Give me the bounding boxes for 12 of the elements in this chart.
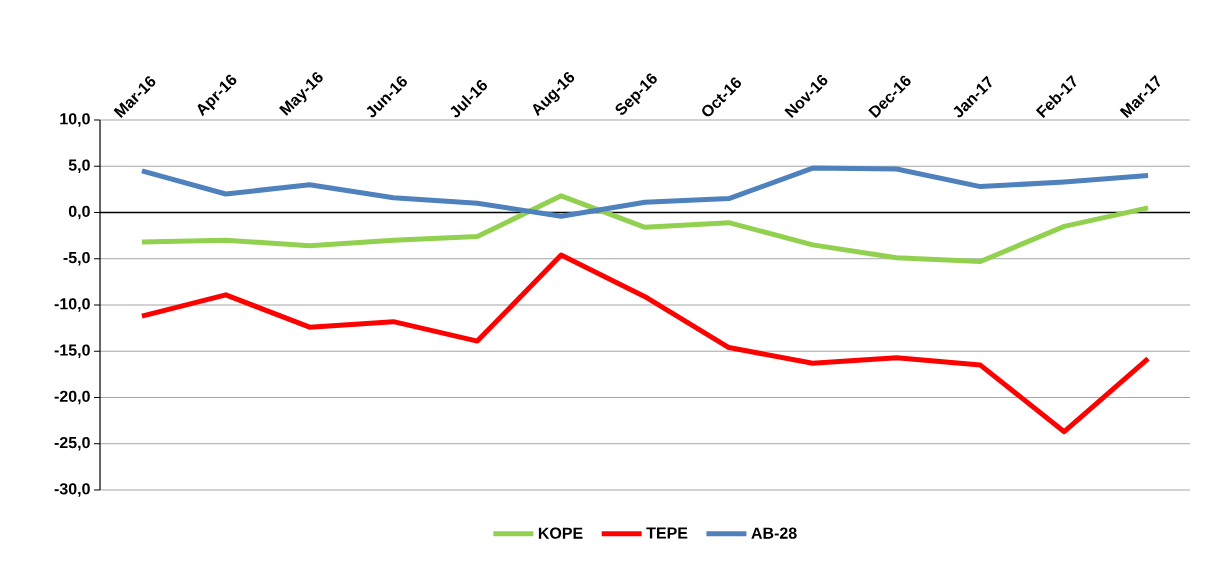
legend-label: KOPE	[538, 527, 583, 539]
y-tick-label: -5,0	[63, 251, 90, 266]
y-tick-label: 5,0	[68, 159, 90, 174]
y-tick-label: -30,0	[54, 483, 90, 497]
y-tick-label: -25,0	[54, 436, 90, 451]
legend-label: TEPE	[646, 527, 688, 539]
y-tick-label: -20,0	[54, 390, 90, 405]
y-tick-label: 10,0	[60, 113, 90, 127]
y-tick-label: -10,0	[54, 298, 90, 312]
y-tick-label: -15,0	[54, 344, 90, 359]
y-tick-label: 0,0	[68, 205, 90, 220]
legend-label: AB-28	[751, 527, 797, 539]
